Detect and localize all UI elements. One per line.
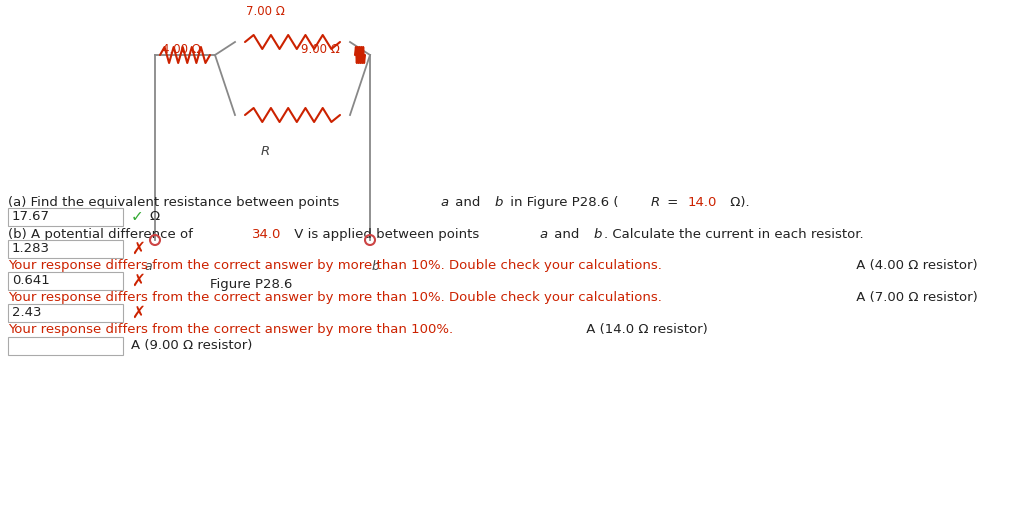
- Text: (b) A potential difference of: (b) A potential difference of: [8, 228, 198, 241]
- Text: and: and: [550, 228, 584, 241]
- Text: 9.00 Ω: 9.00 Ω: [301, 43, 339, 56]
- Text: A (14.0 Ω resistor): A (14.0 Ω resistor): [583, 323, 709, 336]
- Text: (a) Find the equivalent resistance between points: (a) Find the equivalent resistance betwe…: [8, 196, 343, 209]
- Text: Ω).: Ω).: [726, 196, 750, 209]
- Text: Figure P28.6: Figure P28.6: [210, 278, 293, 291]
- Text: b: b: [371, 260, 379, 273]
- Text: 0.641: 0.641: [12, 274, 50, 287]
- Text: b: b: [495, 196, 503, 209]
- Text: Ω: Ω: [150, 211, 159, 224]
- Text: Your response differs from the correct answer by more than 100%.: Your response differs from the correct a…: [8, 323, 454, 336]
- Text: A (9.00 Ω resistor): A (9.00 Ω resistor): [131, 340, 252, 353]
- Bar: [8, 208, 123, 226]
- Text: 2.43: 2.43: [12, 306, 42, 320]
- Text: 17.67: 17.67: [12, 211, 50, 224]
- Text: 4.00 Ω: 4.00 Ω: [162, 43, 201, 56]
- Text: and: and: [452, 196, 485, 209]
- Text: ✗: ✗: [131, 240, 144, 258]
- Text: 7.00 Ω: 7.00 Ω: [246, 5, 285, 18]
- Text: in Figure P28.6 (: in Figure P28.6 (: [506, 196, 618, 209]
- Text: Your response differs from the correct answer by more than 10%. Double check you: Your response differs from the correct a…: [8, 291, 662, 304]
- Text: R: R: [650, 196, 660, 209]
- Text: =: =: [663, 196, 682, 209]
- Text: 1.283: 1.283: [12, 243, 50, 255]
- Text: Your response differs from the correct answer by more than 10%. Double check you: Your response differs from the correct a…: [8, 259, 662, 272]
- Text: a: a: [540, 228, 548, 241]
- Bar: [8, 304, 123, 322]
- Bar: [8, 272, 123, 290]
- Bar: [8, 240, 123, 258]
- Text: A (7.00 Ω resistor): A (7.00 Ω resistor): [852, 291, 978, 304]
- Text: b: b: [594, 228, 602, 241]
- Text: ✗: ✗: [131, 272, 144, 290]
- Text: . Calculate the current in each resistor.: . Calculate the current in each resistor…: [604, 228, 864, 241]
- Bar: [8, 337, 123, 355]
- Text: 34.0: 34.0: [252, 228, 282, 241]
- Text: a: a: [144, 260, 152, 273]
- Text: 14.0: 14.0: [688, 196, 717, 209]
- Text: ✓: ✓: [131, 210, 143, 225]
- Text: A (4.00 Ω resistor): A (4.00 Ω resistor): [852, 259, 977, 272]
- Text: V is applied between points: V is applied between points: [290, 228, 483, 241]
- Text: R: R: [260, 145, 269, 158]
- Text: ✗: ✗: [131, 304, 144, 322]
- Text: a: a: [441, 196, 450, 209]
